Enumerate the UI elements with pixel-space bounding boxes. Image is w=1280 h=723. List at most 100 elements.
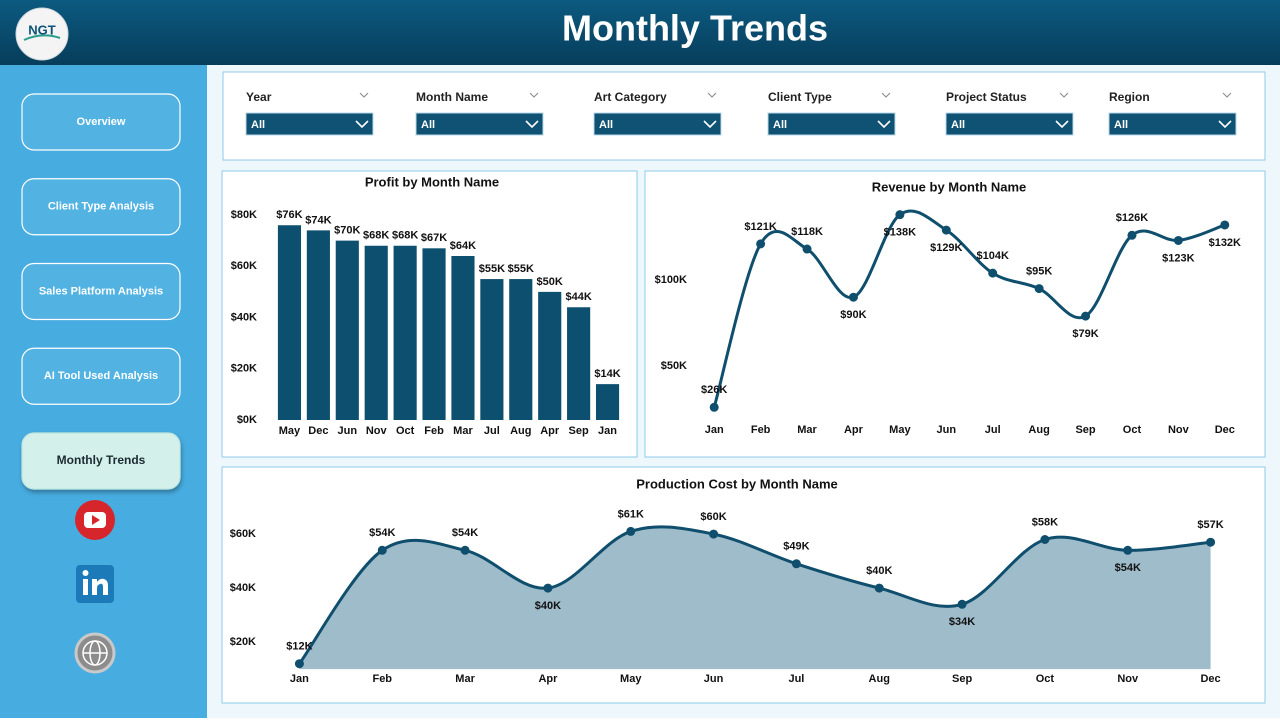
x-tick-label: Feb [424, 425, 444, 437]
data-label: $61K [618, 508, 644, 520]
filter-label: Region [1109, 90, 1150, 104]
x-tick-label: Dec [1200, 673, 1220, 685]
linkedin-icon[interactable] [76, 565, 114, 603]
nav-label[interactable]: Overview [77, 116, 126, 128]
nav-button[interactable] [21, 262, 181, 321]
bar [595, 384, 620, 420]
filter-value[interactable]: All [421, 119, 435, 131]
data-label: $118K [791, 226, 823, 238]
data-label: $58K [1032, 516, 1058, 528]
data-label: $57K [1197, 519, 1223, 531]
data-label: $68K [392, 230, 418, 242]
data-label: $49K [783, 541, 809, 553]
filter-chevron[interactable] [525, 120, 539, 129]
bar [364, 245, 388, 420]
data-label: $54K [1115, 562, 1141, 574]
point [709, 402, 719, 412]
data-label: $68K [363, 230, 389, 242]
point [874, 583, 884, 593]
filter-dropdown[interactable] [245, 112, 374, 136]
filter-value[interactable]: All [251, 119, 265, 131]
filter-dropdown[interactable] [767, 112, 896, 136]
x-tick-label: Mar [453, 425, 473, 437]
point [848, 292, 858, 302]
filter-collapse[interactable] [1222, 92, 1232, 98]
nav-label[interactable]: Sales Platform Analysis [39, 285, 163, 297]
nav-button[interactable] [21, 347, 181, 405]
filter-collapse[interactable] [707, 92, 717, 98]
x-tick-label: Oct [396, 425, 415, 437]
nav-button[interactable] [21, 432, 181, 490]
data-label: $55K [479, 263, 505, 275]
x-tick-label: Jun [338, 425, 358, 437]
point [988, 268, 998, 278]
nav-label[interactable]: Client Type Analysis [48, 201, 154, 213]
filter-chevron[interactable] [1055, 120, 1069, 129]
x-tick-label: Jan [598, 425, 617, 437]
filter-dropdown[interactable] [593, 112, 722, 136]
y-tick-label: $20K [230, 636, 256, 648]
filter-value[interactable]: All [599, 119, 613, 131]
y-tick-label: $40K [231, 311, 257, 323]
filter-label: Art Category [594, 90, 667, 104]
logo-text: NGT [28, 22, 56, 37]
data-label: $64K [450, 240, 476, 252]
nav-button[interactable] [21, 93, 181, 151]
filter-value[interactable]: All [773, 119, 787, 131]
nav-button[interactable] [21, 178, 181, 236]
x-tick-label: May [889, 424, 911, 436]
point [1220, 220, 1230, 230]
header-bar [0, 0, 1280, 65]
filter-chevron[interactable] [355, 120, 369, 129]
data-label: $76K [276, 209, 302, 221]
y-tick-label: $20K [231, 363, 257, 375]
youtube-icon[interactable] [75, 500, 115, 540]
x-tick-label: Feb [372, 673, 392, 685]
x-tick-label: Feb [751, 424, 771, 436]
area-fill [299, 526, 1211, 670]
filter-collapse[interactable] [359, 92, 369, 98]
filter-label: Month Name [416, 90, 488, 104]
filter-collapse[interactable] [881, 92, 891, 98]
filter-dropdown[interactable] [945, 112, 1074, 136]
point [802, 244, 812, 254]
filter-dropdown[interactable] [415, 112, 544, 136]
data-label: $40K [535, 600, 561, 612]
y-tick-label: $60K [230, 528, 256, 540]
y-tick-label: $80K [231, 209, 257, 221]
nav-label[interactable]: Monthly Trends [57, 453, 146, 467]
data-label: $40K [866, 565, 892, 577]
x-tick-label: Sep [569, 425, 589, 437]
website-icon[interactable] [74, 632, 116, 674]
x-tick-label: Aug [1028, 424, 1049, 436]
filter-value[interactable]: All [1114, 119, 1128, 131]
data-label: $26K [701, 384, 727, 396]
data-label: $14K [594, 368, 620, 380]
nav-label[interactable]: AI Tool Used Analysis [44, 370, 158, 382]
data-label: $129K [930, 242, 962, 254]
data-label: $67K [421, 232, 447, 244]
data-label: $132K [1209, 237, 1241, 249]
x-tick-label: Jan [705, 424, 724, 436]
filter-collapse[interactable] [1059, 92, 1069, 98]
filter-chevron[interactable] [877, 120, 891, 129]
x-tick-label: Jul [985, 424, 1001, 436]
x-tick-label: Apr [538, 673, 558, 685]
point [756, 239, 766, 249]
x-tick-label: Mar [455, 673, 475, 685]
bar [393, 245, 417, 420]
point [791, 559, 801, 569]
bar [567, 307, 591, 420]
filter-chevron[interactable] [1218, 120, 1232, 129]
filter-chevron[interactable] [703, 120, 717, 129]
point [1127, 230, 1137, 240]
filter-label: Project Status [946, 90, 1027, 104]
x-tick-label: Nov [1117, 673, 1139, 685]
point [1034, 284, 1044, 294]
data-label: $55K [508, 263, 534, 275]
filter-value[interactable]: All [951, 119, 965, 131]
data-label: $54K [369, 527, 395, 539]
data-label: $90K [840, 309, 866, 321]
filter-collapse[interactable] [529, 92, 539, 98]
filter-dropdown[interactable] [1108, 112, 1237, 136]
